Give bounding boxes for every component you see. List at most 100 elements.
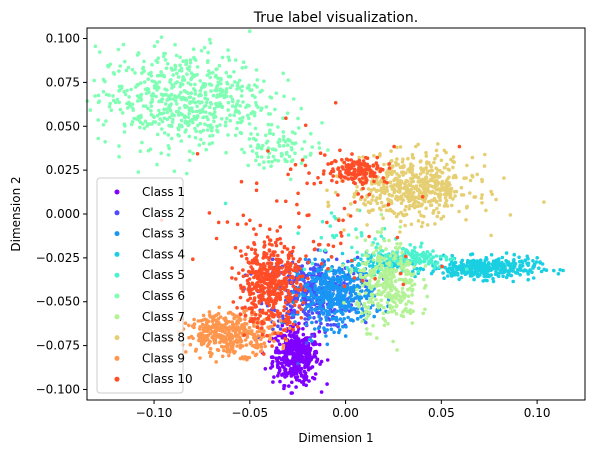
data-point bbox=[378, 246, 382, 250]
data-point bbox=[558, 268, 562, 272]
data-point bbox=[436, 192, 440, 197]
data-point bbox=[552, 268, 556, 273]
data-point bbox=[258, 90, 263, 94]
data-point bbox=[375, 155, 380, 160]
data-point bbox=[378, 266, 383, 271]
data-point bbox=[274, 295, 279, 300]
data-point bbox=[340, 285, 344, 289]
data-point bbox=[325, 322, 330, 327]
data-point bbox=[322, 169, 326, 173]
data-point bbox=[285, 350, 290, 355]
data-point bbox=[281, 346, 286, 351]
data-point bbox=[122, 90, 126, 94]
data-point bbox=[150, 97, 154, 102]
data-point bbox=[270, 160, 274, 164]
data-point bbox=[250, 310, 254, 315]
data-point bbox=[258, 289, 262, 294]
data-point bbox=[234, 321, 239, 326]
data-point bbox=[187, 134, 192, 139]
data-point bbox=[247, 325, 252, 330]
data-point bbox=[459, 275, 464, 280]
data-point bbox=[386, 321, 390, 326]
data-point bbox=[308, 348, 312, 352]
data-point bbox=[293, 262, 298, 267]
data-point bbox=[330, 178, 334, 183]
data-point bbox=[447, 266, 452, 270]
data-point bbox=[117, 100, 121, 105]
data-point bbox=[500, 255, 505, 260]
data-point bbox=[318, 248, 323, 253]
data-point bbox=[409, 180, 414, 184]
data-point bbox=[263, 344, 268, 349]
data-point bbox=[268, 325, 273, 329]
data-point bbox=[216, 76, 220, 80]
data-point bbox=[208, 41, 213, 45]
data-point bbox=[239, 179, 244, 184]
data-point bbox=[272, 253, 276, 258]
data-point bbox=[371, 258, 376, 262]
data-point bbox=[360, 307, 364, 311]
data-point bbox=[276, 331, 281, 335]
data-point bbox=[355, 277, 360, 281]
data-point bbox=[357, 285, 362, 290]
data-point bbox=[223, 123, 228, 128]
data-point bbox=[88, 108, 93, 112]
data-point bbox=[364, 171, 369, 176]
data-point bbox=[336, 289, 340, 294]
data-point bbox=[125, 106, 130, 110]
series-9 bbox=[170, 305, 292, 364]
data-point bbox=[424, 206, 428, 211]
data-point bbox=[196, 99, 201, 104]
data-point bbox=[246, 281, 250, 286]
data-point bbox=[232, 316, 236, 321]
x-tick-label: −0.10 bbox=[136, 406, 173, 420]
data-point bbox=[173, 67, 177, 72]
data-point bbox=[351, 289, 356, 294]
data-point bbox=[534, 260, 539, 264]
data-point bbox=[388, 180, 393, 185]
data-point bbox=[288, 339, 293, 344]
data-point bbox=[247, 331, 251, 336]
data-point bbox=[453, 194, 457, 198]
data-point bbox=[435, 206, 439, 211]
data-point bbox=[291, 300, 296, 305]
data-point bbox=[305, 304, 310, 309]
data-point bbox=[161, 54, 166, 59]
data-point bbox=[309, 307, 314, 312]
data-point bbox=[393, 279, 398, 284]
data-point bbox=[435, 154, 439, 158]
data-point bbox=[337, 218, 341, 223]
data-point bbox=[285, 159, 289, 164]
data-point bbox=[264, 105, 269, 109]
data-point bbox=[392, 189, 397, 194]
data-point bbox=[254, 103, 259, 108]
data-point bbox=[101, 123, 106, 127]
data-point bbox=[275, 237, 280, 242]
data-point bbox=[371, 323, 375, 328]
data-point bbox=[299, 106, 304, 111]
data-point bbox=[379, 292, 384, 297]
data-point bbox=[335, 293, 339, 298]
data-point bbox=[290, 249, 295, 254]
data-point bbox=[282, 277, 287, 281]
data-point bbox=[394, 177, 399, 181]
data-point bbox=[404, 254, 408, 259]
data-point bbox=[281, 116, 285, 120]
data-point bbox=[253, 305, 257, 309]
data-point bbox=[184, 104, 189, 109]
data-point bbox=[228, 113, 232, 117]
data-point bbox=[338, 271, 342, 275]
data-point bbox=[500, 264, 504, 269]
data-point bbox=[432, 179, 437, 184]
data-point bbox=[438, 198, 442, 202]
data-point bbox=[378, 153, 382, 158]
data-point bbox=[424, 154, 429, 158]
data-point bbox=[304, 383, 309, 388]
data-point bbox=[293, 151, 297, 155]
data-point bbox=[263, 298, 268, 302]
data-point bbox=[352, 195, 356, 199]
y-tick-label: 0.100 bbox=[46, 32, 80, 46]
data-point bbox=[200, 333, 204, 338]
data-point bbox=[351, 319, 355, 323]
data-point bbox=[222, 348, 226, 353]
